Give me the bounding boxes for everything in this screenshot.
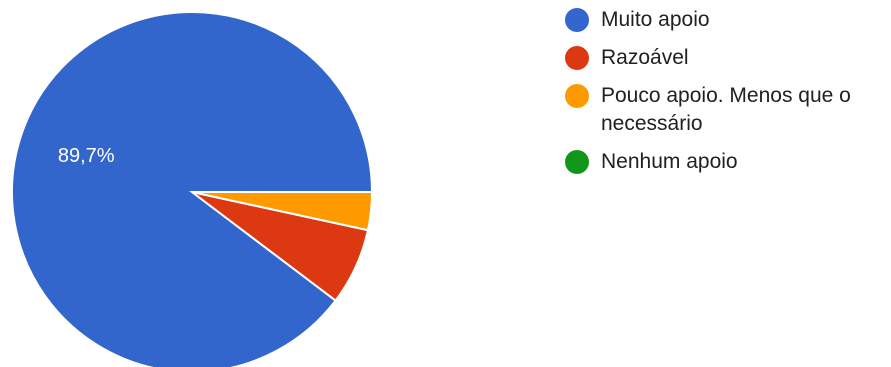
- legend-label-razoavel: Razoável: [601, 46, 689, 69]
- pie-slice-2[interactable]: [191, 191, 374, 232]
- legend-label-pouco-apoio: Pouco apoio. Menos que o necessário: [601, 84, 851, 135]
- legend-item-pouco-apoio[interactable]: Pouco apoio. Menos que o necessário: [565, 82, 885, 138]
- pie-data-label-0: 89,7%: [58, 145, 115, 167]
- pie-data-labels: 89,7%: [58, 145, 115, 167]
- legend-swatch-razoavel: [565, 46, 589, 70]
- legend-item-muito-apoio[interactable]: Muito apoio: [565, 6, 885, 34]
- legend: Muito apoio Razoável Pouco apoio. Menos …: [565, 6, 885, 186]
- legend-item-nenhum-apoio[interactable]: Nenhum apoio: [565, 148, 885, 176]
- legend-item-razoavel[interactable]: Razoável: [565, 44, 885, 72]
- legend-label-muito-apoio: Muito apoio: [601, 8, 710, 31]
- legend-swatch-pouco-apoio: [565, 84, 589, 108]
- pie-slices: [11, 11, 374, 367]
- pie-slice-0[interactable]: [11, 11, 374, 367]
- legend-swatch-muito-apoio: [565, 8, 589, 32]
- legend-label-nenhum-apoio: Nenhum apoio: [601, 150, 738, 173]
- legend-swatch-nenhum-apoio: [565, 150, 589, 174]
